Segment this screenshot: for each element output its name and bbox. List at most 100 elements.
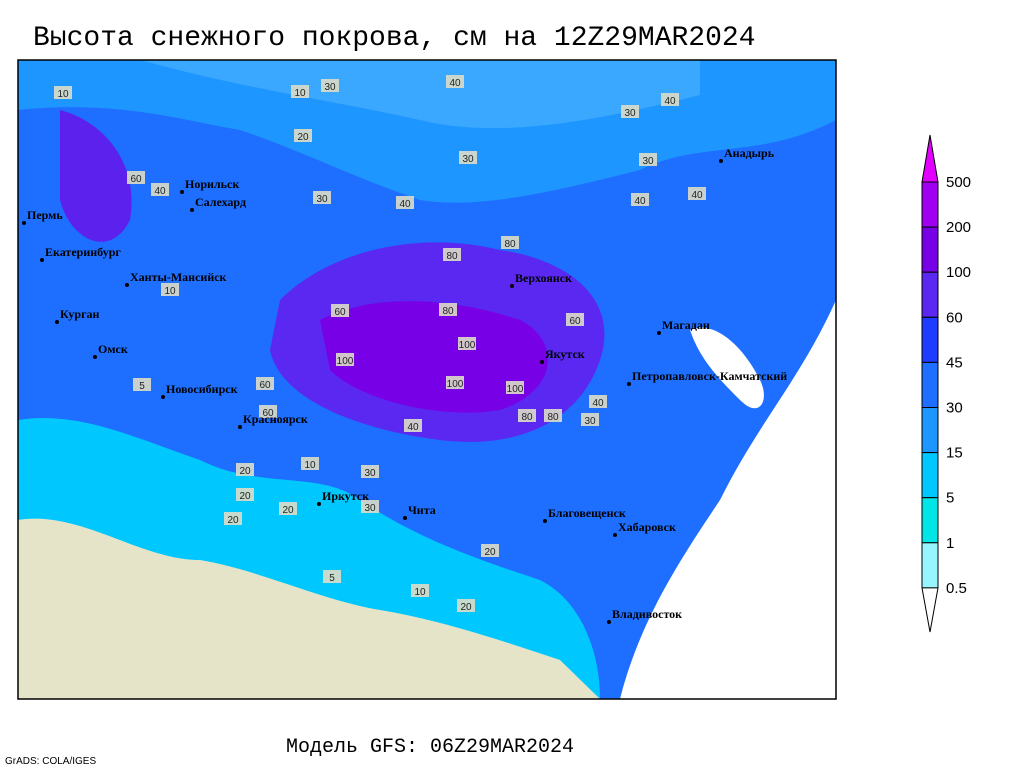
contour-label-box [133,378,151,391]
contour-label: 30 [642,156,654,167]
contour-label-box [161,283,179,296]
contour-label-box [291,85,309,98]
contour-label: 30 [324,82,336,93]
contour-label: 60 [259,380,271,391]
city-label: Курган [60,307,100,321]
contour-label: 100 [447,379,464,390]
contour-label: 30 [462,154,474,165]
contour-label-box [688,187,706,200]
city-label: Новосибирск [166,382,238,396]
contour-label: 10 [414,587,426,598]
city-dot [40,258,44,262]
contour-label: 10 [164,286,176,297]
contour-label-box [224,512,242,525]
contour-label-box [443,248,461,261]
city-label: Якутск [545,347,585,361]
colorbar-label: 1 [946,535,954,552]
city-label: Владивосток [612,607,682,621]
colorbar-label: 100 [946,264,971,281]
sea [620,300,836,699]
model-label: Модель GFS: 06Z29MAR2024 [286,736,574,759]
city-label: Ханты-Мансийск [130,270,227,284]
city-label: Салехард [195,195,246,209]
city-label: Анадырь [724,146,775,160]
contour-label: 30 [316,194,328,205]
contour-label-box [446,75,464,88]
contour-label-box [336,353,354,366]
contour-label-box [639,153,657,166]
no-snow [18,518,600,699]
colorbar-box [921,271,939,318]
contour-label: 10 [57,89,69,100]
contour-label: 60 [130,174,142,185]
city-dot [543,519,547,523]
city-label: Верхоянск [515,271,572,285]
contour-label-box [458,337,476,350]
contour-label-box [404,419,422,432]
city-label: Хабаровск [618,520,676,534]
contour-label-box [457,599,475,612]
city-dot [93,355,97,359]
contour-label-box [256,377,274,390]
arctic-zone [140,60,700,129]
city-label: Екатеринбург [45,245,121,259]
contour-label-box [323,570,341,583]
contour-label: 40 [634,196,646,207]
contour-label-box [518,409,536,422]
colorbar-box [921,361,939,408]
contour-label: 40 [691,190,703,201]
contour-label-box [566,313,584,326]
map-frame [17,59,837,700]
city-dot [161,395,165,399]
city-dot [238,425,242,429]
contour-label: 30 [624,108,636,119]
contour-label: 80 [547,412,559,423]
deep-snow [320,301,548,413]
colorbar-label: 30 [946,400,963,417]
contour-label-box [301,457,319,470]
contour-label-box [439,303,457,316]
contour-label: 80 [442,306,454,317]
colorbar-cap [921,134,939,183]
city-dot [613,533,617,537]
contour-label: 10 [304,460,316,471]
contour-label-box [259,405,277,418]
city-label: Магадан [662,318,710,332]
city-label: Красноярск [243,412,308,426]
contour-label-box [127,171,145,184]
contour-label: 80 [446,251,458,262]
colorbar-box [921,181,939,228]
contour-label: 20 [297,132,309,143]
contour-label-box [313,191,331,204]
city-label: Омск [98,342,128,356]
city-dot [719,159,723,163]
city-dot [55,320,59,324]
contour-label: 40 [449,78,461,89]
contour-label-box [321,79,339,92]
colorbar-box [921,542,939,589]
contour-label: 20 [227,515,239,526]
sea [690,327,764,409]
contour-label: 30 [364,468,376,479]
contour-label-box [581,413,599,426]
contour-label-box [481,544,499,557]
contour-label: 5 [329,573,335,584]
contour-label-box [589,395,607,408]
contour-label-box [236,463,254,476]
colorbar-label: 200 [946,219,971,236]
contour-label-box [279,502,297,515]
city-dot [180,190,184,194]
colorbar-label: 0.5 [946,580,967,597]
contour-label: 40 [664,96,676,107]
contour-label: 20 [239,491,251,502]
contour-label-box [459,151,477,164]
contour-label-box [446,376,464,389]
city-dot [403,516,407,520]
contour-label: 60 [569,316,581,327]
contour-label: 40 [399,199,411,210]
city-dot [317,502,321,506]
colorbar-box [921,407,939,454]
city-label: Пермь [27,208,63,222]
city-label: Иркутск [322,489,369,503]
